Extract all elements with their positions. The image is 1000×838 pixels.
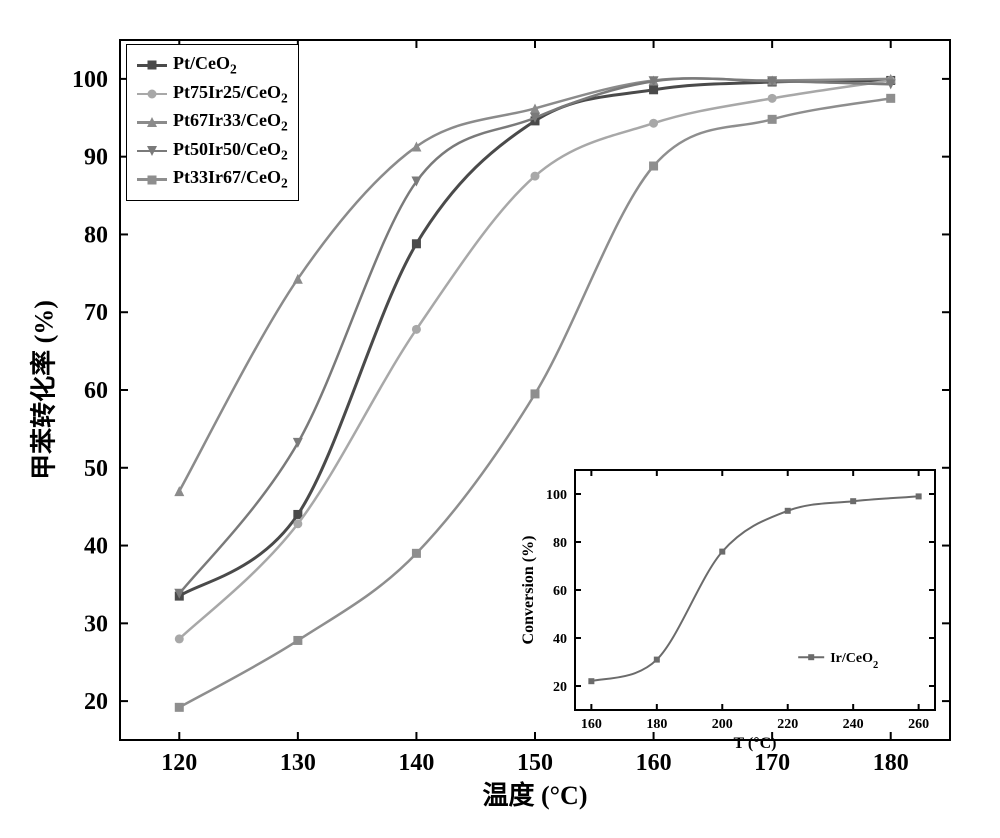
svg-text:90: 90 (84, 145, 108, 171)
svg-text:220: 220 (777, 717, 798, 732)
svg-text:170: 170 (754, 750, 790, 776)
legend-item: Pt67Ir33/CeO2 (137, 108, 288, 137)
svg-text:100: 100 (546, 488, 567, 503)
svg-text:120: 120 (161, 750, 197, 776)
svg-text:100: 100 (72, 67, 108, 93)
svg-text:240: 240 (843, 717, 864, 732)
svg-text:T (°C): T (°C) (734, 735, 777, 752)
legend-label: Pt33Ir67/CeO2 (173, 167, 288, 192)
svg-text:80: 80 (553, 536, 567, 551)
legend-label: Pt50Ir50/CeO2 (173, 139, 288, 164)
legend-item: Pt50Ir50/CeO2 (137, 137, 288, 166)
svg-text:180: 180 (873, 750, 909, 776)
svg-text:70: 70 (84, 300, 108, 326)
legend-label: Pt75Ir25/CeO2 (173, 82, 288, 107)
legend-item: Pt75Ir25/CeO2 (137, 80, 288, 109)
svg-text:140: 140 (398, 750, 434, 776)
svg-text:200: 200 (712, 717, 733, 732)
legend-item: Pt33Ir67/CeO2 (137, 165, 288, 194)
svg-text:60: 60 (553, 584, 567, 599)
svg-text:60: 60 (84, 378, 108, 404)
svg-text:130: 130 (280, 750, 316, 776)
svg-text:Conversion (%): Conversion (%) (520, 536, 537, 645)
svg-text:30: 30 (84, 611, 108, 637)
svg-text:20: 20 (553, 680, 567, 695)
legend-label: Pt/CeO2 (173, 53, 237, 78)
legend-item: Pt/CeO2 (137, 51, 288, 80)
x-axis-label: 温度 (°C) (483, 775, 588, 812)
svg-text:40: 40 (84, 534, 108, 560)
svg-text:180: 180 (646, 717, 667, 732)
svg-text:150: 150 (517, 750, 553, 776)
y-axis-label: 甲苯转化率 (%) (24, 300, 61, 480)
svg-text:50: 50 (84, 456, 108, 482)
chart-container: 120 130 140 150 160 170 180 20 30 40 50 60 70 80 90 100… (20, 20, 980, 818)
svg-text:40: 40 (553, 632, 567, 647)
svg-text:80: 80 (84, 222, 108, 248)
legend-label: Pt67Ir33/CeO2 (173, 110, 288, 135)
svg-text:260: 260 (908, 717, 929, 732)
svg-text:20: 20 (84, 689, 108, 715)
svg-text:160: 160 (581, 717, 602, 732)
svg-text:160: 160 (636, 750, 672, 776)
main-legend: Pt/CeO2 Pt75Ir25/CeO2 Pt67Ir33/CeO2 Pt50Ir5… (126, 44, 299, 201)
